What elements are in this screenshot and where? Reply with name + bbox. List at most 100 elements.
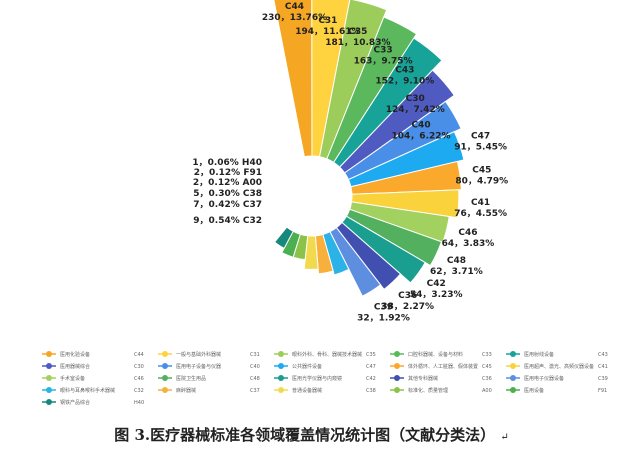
legend-text: 医用电子仪器设备 [524, 375, 564, 382]
label-c38: 5，0.30% C38 [193, 189, 262, 199]
slice-c40 [343, 100, 462, 181]
slice-c33 [326, 16, 418, 164]
slice-code: C47 [471, 131, 490, 141]
slice-c47 [347, 130, 465, 188]
figure-caption: 图 3.医疗器械标准各领域覆盖情况统计图（文献分类法） ↵ [0, 424, 623, 445]
legend-code: C36 [482, 376, 492, 382]
legend-item-c41: 医用超声、激光、高频仪器设备 C41 [506, 363, 608, 370]
legend-item-c40: 医用电子设备与仪器 C40 [158, 363, 260, 370]
legend-code: C41 [598, 364, 608, 370]
slice-code: C46 [458, 228, 477, 238]
legend-code: C38 [366, 388, 376, 394]
slice-value: 91，5.45% [454, 142, 507, 152]
legend-item-c47: 公共器件设备 C47 [274, 363, 376, 370]
slice-code: C44 [285, 2, 304, 12]
legend-text: 医用化验设备 [60, 351, 90, 358]
legend-item-c36: 其他专科器械 C36 [390, 375, 492, 382]
slice-code: C36 [398, 291, 417, 301]
slice-value: 62，3.71% [430, 267, 483, 277]
slice-c32 [322, 231, 350, 276]
legend-item-c46: 手术室设备 C46 [42, 375, 144, 382]
slice-code: 2，0.12% F91 [194, 168, 262, 178]
label-f91: 2，0.12% F91 [194, 168, 262, 178]
slice-c44 [273, 0, 313, 158]
slice-code: C43 [395, 65, 414, 75]
legend-code: C37 [250, 388, 260, 394]
label-c37: 7，0.42% C37 [193, 200, 262, 210]
legend-text: 手术室设备 [60, 375, 85, 382]
slice-code: C31 [318, 16, 337, 26]
legend-item-h40: 钢铁产品综合 H40 [42, 399, 144, 406]
slice-code: C48 [447, 256, 466, 266]
caption-text: 图 3.医疗器械标准各领域覆盖情况统计图（文献分类法） [114, 426, 496, 444]
slices-group [273, 0, 465, 297]
legend-code: C42 [366, 376, 376, 382]
legend-text: 医用器械综合 [60, 363, 90, 370]
slice-value: 76，4.55% [454, 209, 507, 219]
slice-value: 163，9.75% [354, 56, 413, 66]
legend-text: 体外循环、人工脏器、假体装置 [408, 363, 478, 370]
legend-code: C47 [366, 364, 376, 370]
slice-value: 32，1.92% [357, 314, 410, 324]
slice-value: 181，10.83% [325, 38, 390, 48]
legend-code: C44 [134, 352, 144, 358]
slice-code: 7，0.42% C37 [193, 200, 262, 210]
legend-text: 标准化、质量管理 [408, 387, 448, 394]
legend-item-a00: 标准化、质量管理 A00 [390, 387, 492, 394]
legend-item-c42: 医用光学仪器与内窥镜 C42 [274, 375, 376, 382]
legend-code: A00 [482, 388, 492, 394]
slice-value: 230，13.76% [262, 13, 327, 23]
slice-c31 [311, 0, 351, 158]
slice-c39 [329, 226, 382, 297]
legend-text: 医用光学仪器与内窥镜 [292, 375, 342, 382]
slice-value: 64，3.83% [442, 239, 495, 249]
slice-code: 1，0.06% H40 [192, 158, 262, 168]
legend-code: C32 [134, 388, 144, 394]
slice-value: 124，7.42% [386, 105, 445, 115]
slice-code: 2，0.12% A00 [193, 178, 262, 188]
slice-value: 38，2.27% [381, 302, 434, 312]
legend-code: C35 [366, 352, 376, 358]
legend-text: 医用设备 [524, 387, 544, 394]
caption-return-mark: ↵ [500, 432, 509, 443]
slice-code: C42 [427, 279, 446, 289]
slice-code: C30 [406, 94, 425, 104]
legend: 医用化验设备 C44 一般与基础外科器械 C31 眼科外科、骨科、器械技术器械 C35 口腔… [42, 351, 608, 406]
legend-text: 医用电子设备与仪器 [176, 363, 221, 370]
legend-text: 钢铁产品综合 [60, 399, 90, 406]
legend-item-c35: 眼科外科、骨科、器械技术器械 C35 [274, 351, 376, 358]
legend-item-c31: 一般与基础外科器械 C31 [158, 351, 260, 358]
label-a00: 2，0.12% A00 [193, 178, 262, 188]
slice-code: 5，0.30% C38 [193, 189, 262, 199]
slice-value: 104，6.22% [392, 132, 451, 142]
slice-code: C35 [348, 27, 367, 37]
legend-item-c32: 眼科与耳鼻喉科手术器械 C32 [42, 387, 144, 394]
legend-text: 其他专科器械 [408, 375, 438, 382]
slice-h40 [273, 226, 294, 250]
legend-code: F91 [598, 388, 607, 394]
slice-c36 [335, 221, 402, 291]
legend-text: 麻醉器械 [176, 387, 196, 394]
legend-text: 医用射线设备 [524, 351, 554, 358]
legend-code: H40 [134, 400, 144, 406]
legend-item-c44: 医用化验设备 C44 [42, 351, 144, 358]
slice-c35 [318, 0, 388, 160]
legend-code: C31 [250, 352, 260, 358]
slice-code: C33 [374, 45, 393, 55]
legend-text: 医院卫生用品 [176, 375, 206, 382]
slice-c30 [338, 69, 455, 174]
legend-item-c30: 医用器械综合 C30 [42, 363, 144, 370]
slice-c37 [314, 233, 334, 275]
